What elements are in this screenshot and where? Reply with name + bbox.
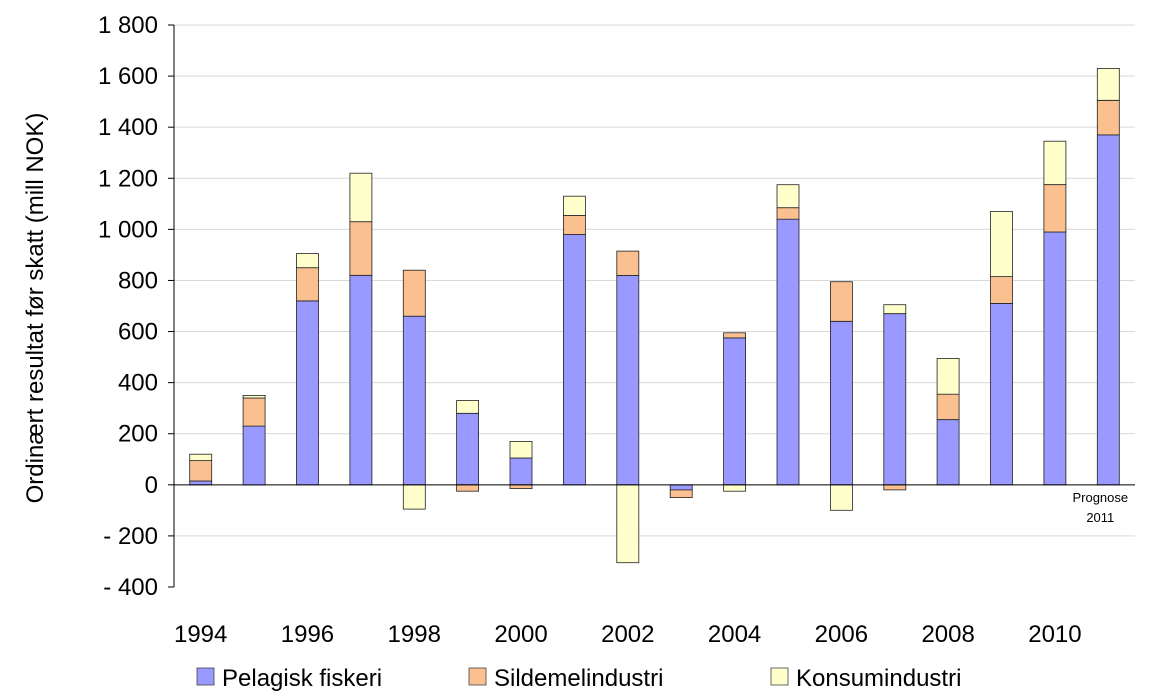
y-tick-label: 1 600 (98, 63, 158, 90)
bar-sildemelindustri-2005 (776, 207, 800, 220)
bar-konsumindustri-1997 (349, 172, 373, 223)
bar-sildemelindustri-2009 (990, 276, 1013, 304)
bar-sildemelindustri-2004 (723, 332, 746, 339)
bar-sildemelindustri-2007 (883, 484, 907, 491)
bar-konsumindustri-1998 (402, 484, 426, 510)
bar-konsumindustri-2010 (1043, 140, 1067, 185)
y-axis-label: Ordinært resultat før skatt (mill NOK) (22, 113, 49, 504)
bar-konsumindustri-1995 (242, 394, 266, 399)
legend-label: Pelagisk fiskeri (222, 665, 382, 692)
annotation-prognose: Prognose 2011 (1072, 490, 1128, 525)
bar-pelagisk-fiskeri-1994 (189, 480, 213, 486)
bar-konsumindustri-2007 (883, 304, 907, 315)
legend-swatch-pelagisk-fiskeri (196, 667, 215, 686)
bar-pelagisk-fiskeri-2011 (1096, 134, 1120, 486)
x-tick-label: 2004 (708, 621, 761, 648)
bar-sildemelindustri-1998 (402, 269, 426, 317)
bar-konsumindustri-1999 (456, 400, 480, 414)
x-tick-label: 2002 (601, 621, 654, 648)
bar-konsumindustri-2009 (990, 211, 1013, 277)
legend-swatch-sildemelindustri (468, 667, 487, 686)
bar-konsumindustri-1994 (189, 453, 213, 462)
bar-pelagisk-fiskeri-2005 (776, 218, 800, 486)
y-tick-label: 400 (118, 370, 158, 397)
bar-pelagisk-fiskeri-2004 (723, 337, 746, 486)
y-tick-label: 1 400 (98, 114, 158, 141)
bar-sildemelindustri-2000 (509, 484, 533, 489)
x-tick-labels: 1994 1996 1998 2000 2002 2004 2006 2008 2010 (174, 621, 1082, 648)
legend-label: Sildemelindustri (494, 665, 663, 692)
bar-sildemelindustri-1997 (349, 221, 373, 276)
y-tick-labels: 1 800 1 600 1 400 1 200 1 000 800 600 400 200 0 - … (98, 12, 158, 601)
y-tick-label: - 200 (103, 523, 158, 550)
bar-konsumindustri-2001 (563, 195, 586, 216)
bar-konsumindustri-2004 (723, 484, 746, 492)
y-tick-label: - 400 (103, 574, 158, 601)
bar-konsumindustri-2011 (1096, 68, 1120, 101)
x-tick-label: 2006 (815, 621, 868, 648)
bar-konsumindustri-2002 (616, 484, 640, 564)
y-tick-label: 200 (118, 421, 158, 448)
annotation-text: 2011 (1086, 510, 1114, 525)
bar-pelagisk-fiskeri-1997 (349, 274, 373, 486)
bar-pelagisk-fiskeri-2000 (509, 457, 533, 486)
bar-pelagisk-fiskeri-1998 (402, 315, 426, 486)
bar-pelagisk-fiskeri-2003 (669, 484, 693, 491)
gridlines (174, 24, 1135, 537)
y-tick-label: 0 (145, 472, 158, 499)
bar-pelagisk-fiskeri-2009 (990, 302, 1013, 486)
bar-konsumindustri-2005 (776, 184, 800, 209)
bar-konsumindustri-1996 (296, 253, 319, 269)
bar-sildemelindustri-2008 (936, 393, 960, 421)
bar-konsumindustri-2008 (936, 357, 960, 395)
legend-swatch-konsumindustri (770, 667, 789, 686)
y-tick-label: 1 200 (98, 165, 158, 192)
y-tick-label: 600 (118, 319, 158, 346)
bar-sildemelindustri-2002 (616, 250, 640, 276)
bars (189, 68, 1120, 564)
x-tick-label: 1994 (174, 621, 227, 648)
x-tick-label: 2008 (921, 621, 974, 648)
bar-sildemelindustri-1999 (456, 484, 480, 492)
legend-label: Konsumindustri (796, 665, 961, 692)
y-tick-label: 1 000 (98, 216, 158, 243)
bar-sildemelindustri-2011 (1096, 100, 1120, 136)
bar-sildemelindustri-2006 (830, 281, 853, 322)
bar-sildemelindustri-1994 (189, 460, 213, 482)
bar-pelagisk-fiskeri-2010 (1043, 231, 1067, 486)
bar-pelagisk-fiskeri-1995 (242, 425, 266, 486)
bar-sildemelindustri-1995 (242, 397, 266, 427)
bar-pelagisk-fiskeri-2006 (830, 320, 853, 486)
bar-pelagisk-fiskeri-2008 (936, 419, 960, 486)
bar-sildemelindustri-2003 (669, 489, 693, 498)
x-tick-label: 1996 (281, 621, 334, 648)
x-tick-label: 2010 (1028, 621, 1081, 648)
bar-sildemelindustri-1996 (296, 267, 319, 302)
legend: Pelagisk fiskeri Sildemelindustri Konsumin… (196, 665, 961, 692)
bar-konsumindustri-2006 (830, 484, 853, 511)
y-tick-label: 1 800 (98, 12, 158, 39)
bar-pelagisk-fiskeri-1996 (296, 300, 319, 486)
annotation-text: Prognose (1072, 490, 1128, 505)
bar-pelagisk-fiskeri-1999 (456, 412, 480, 486)
x-tick-label: 2000 (494, 621, 547, 648)
x-tick-label: 1998 (388, 621, 441, 648)
axes (168, 24, 1135, 588)
bar-pelagisk-fiskeri-2001 (563, 234, 586, 486)
y-tick-label: 800 (118, 267, 158, 294)
bar-pelagisk-fiskeri-2002 (616, 274, 640, 486)
bar-sildemelindustri-2010 (1043, 184, 1067, 233)
bar-sildemelindustri-2001 (563, 214, 586, 235)
bar-pelagisk-fiskeri-2007 (883, 313, 907, 486)
bar-konsumindustri-2000 (509, 440, 533, 459)
